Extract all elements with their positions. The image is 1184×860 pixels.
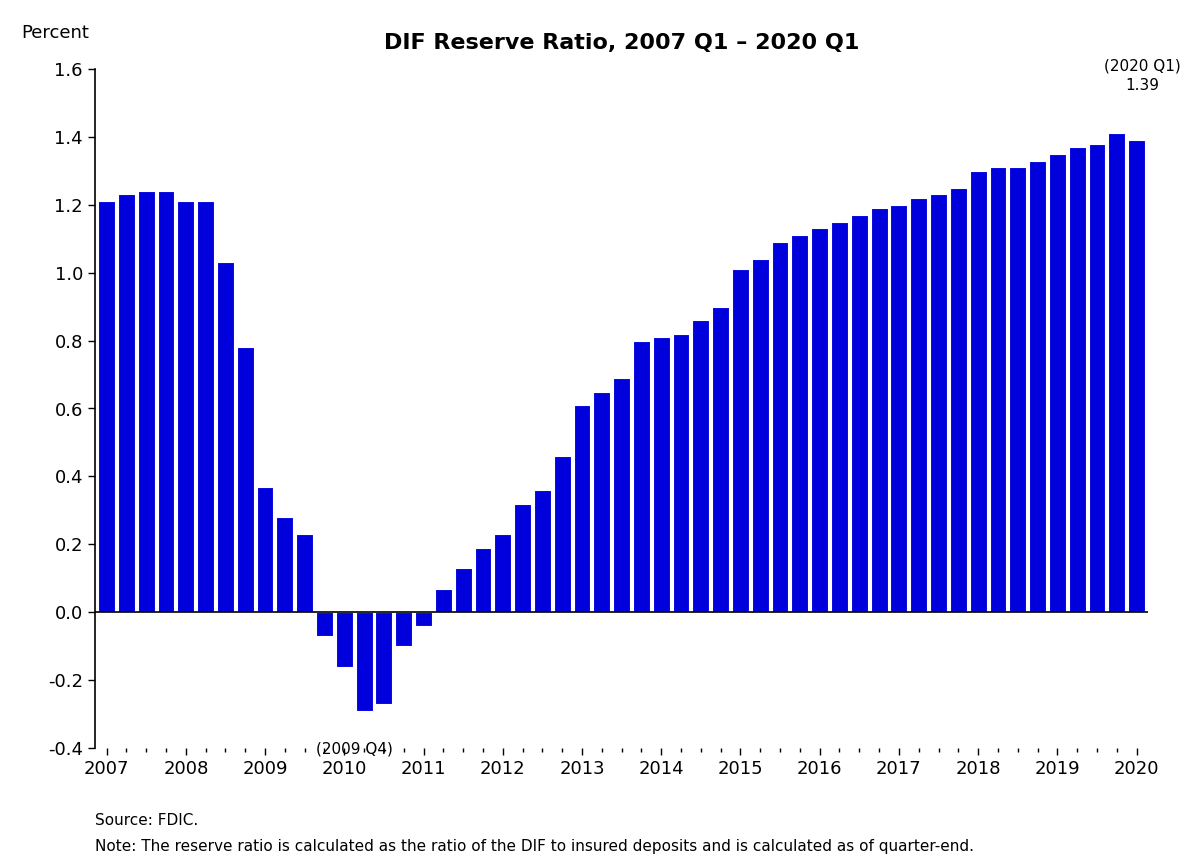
Bar — [1069, 147, 1086, 612]
Bar — [633, 341, 650, 612]
Bar — [851, 215, 868, 612]
Bar — [198, 201, 214, 612]
Bar — [613, 378, 630, 612]
Bar — [573, 405, 591, 612]
Text: Source: FDIC.: Source: FDIC. — [95, 813, 198, 827]
Bar — [475, 548, 491, 612]
Bar — [276, 517, 294, 612]
Bar — [1049, 154, 1066, 612]
Text: (2009 Q4): (2009 Q4) — [316, 741, 393, 757]
Bar — [890, 205, 907, 612]
Bar — [732, 269, 748, 612]
Bar — [296, 534, 313, 612]
Bar — [495, 534, 511, 612]
Bar — [970, 170, 986, 612]
Bar — [178, 201, 194, 612]
Bar — [534, 490, 551, 612]
Bar — [1009, 168, 1027, 612]
Text: (2020 Q1)
1.39: (2020 Q1) 1.39 — [1105, 59, 1180, 93]
Bar — [137, 191, 155, 612]
Bar — [831, 222, 848, 612]
Bar — [395, 612, 412, 647]
Bar — [514, 504, 530, 612]
Bar — [673, 334, 689, 612]
Bar — [713, 306, 729, 612]
Bar — [336, 612, 353, 666]
Bar — [1108, 133, 1125, 612]
Bar — [554, 456, 571, 612]
Bar — [217, 262, 234, 612]
Bar — [950, 187, 967, 612]
Bar — [237, 347, 253, 612]
Bar — [791, 236, 809, 612]
Bar — [455, 568, 471, 612]
Bar — [257, 487, 274, 612]
Bar — [772, 242, 789, 612]
Bar — [1088, 144, 1106, 612]
Bar — [931, 194, 947, 612]
Bar — [118, 194, 135, 612]
Bar — [652, 337, 670, 612]
Bar — [752, 259, 768, 612]
Text: Note: The reserve ratio is calculated as the ratio of the DIF to insured deposit: Note: The reserve ratio is calculated as… — [95, 838, 973, 853]
Bar — [1128, 140, 1145, 612]
Bar — [98, 201, 115, 612]
Title: DIF Reserve Ratio, 2007 Q1 – 2020 Q1: DIF Reserve Ratio, 2007 Q1 – 2020 Q1 — [384, 34, 860, 53]
Bar — [157, 191, 174, 612]
Bar — [355, 612, 373, 711]
Bar — [593, 391, 610, 612]
Bar — [316, 612, 333, 636]
Bar — [910, 198, 927, 612]
Bar — [811, 229, 828, 612]
Bar — [870, 208, 888, 612]
Bar — [375, 612, 392, 704]
Bar — [990, 168, 1006, 612]
Bar — [416, 612, 432, 626]
Bar — [1029, 161, 1045, 612]
Bar — [435, 588, 452, 612]
Text: Percent: Percent — [21, 23, 89, 41]
Bar — [693, 320, 709, 612]
